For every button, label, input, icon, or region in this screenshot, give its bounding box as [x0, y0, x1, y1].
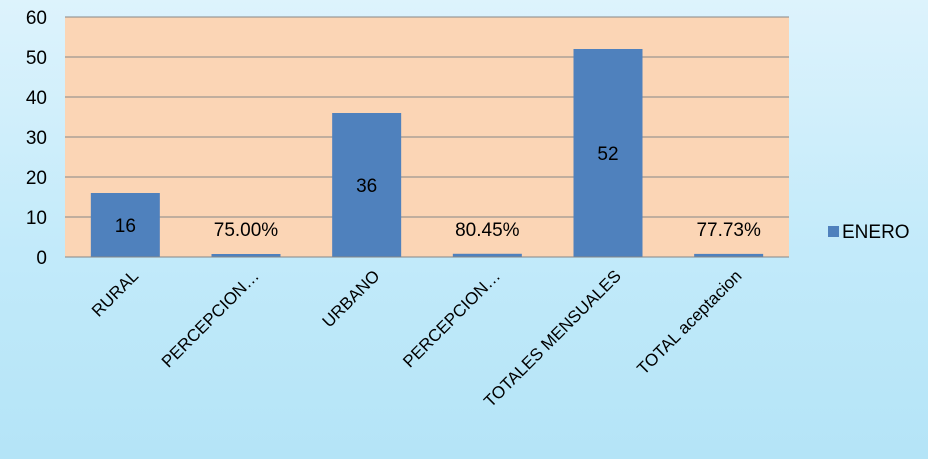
x-tick-label: PERCEPCION…	[399, 266, 504, 371]
legend-swatch	[828, 226, 839, 237]
y-tick-label: 0	[36, 248, 47, 269]
x-tick-label: TOTAL aceptacion	[633, 266, 745, 378]
bars	[90, 49, 764, 257]
x-tick-label: URBANO	[319, 266, 384, 331]
x-tick-label: RURAL	[88, 266, 142, 320]
data-label: 80.45%	[455, 220, 520, 241]
data-label: 36	[356, 176, 377, 197]
gridlines	[65, 16, 789, 218]
y-axis-ticks: 0 10 20 30 40 50 60	[26, 8, 47, 269]
y-tick-label: 50	[26, 48, 47, 69]
legend-label-enero: ENERO	[842, 222, 910, 243]
bar	[694, 253, 764, 257]
x-tick-label: PERCEPCION…	[158, 266, 263, 371]
data-label: 77.73%	[696, 220, 761, 241]
data-labels: 16 75.00% 36 80.45% 52 77.73%	[115, 144, 761, 241]
bar	[211, 254, 281, 257]
data-label: 75.00%	[214, 220, 279, 241]
bar	[90, 193, 160, 257]
data-label: 16	[115, 216, 136, 237]
y-tick-label: 30	[26, 128, 47, 149]
x-tick-label: TOTALES MENSUALES	[480, 266, 625, 411]
y-tick-label: 20	[26, 168, 47, 189]
legend: ENERO	[828, 222, 910, 243]
x-axis-ticks: RURAL PERCEPCION… URBANO PERCEPCION…TOTALES…	[88, 266, 746, 411]
y-tick-label: 60	[26, 8, 47, 29]
data-label: 52	[597, 144, 618, 165]
bar	[332, 113, 402, 257]
bar	[452, 253, 522, 257]
bar	[573, 49, 643, 257]
y-tick-label: 10	[26, 208, 47, 229]
y-tick-label: 40	[26, 88, 47, 109]
